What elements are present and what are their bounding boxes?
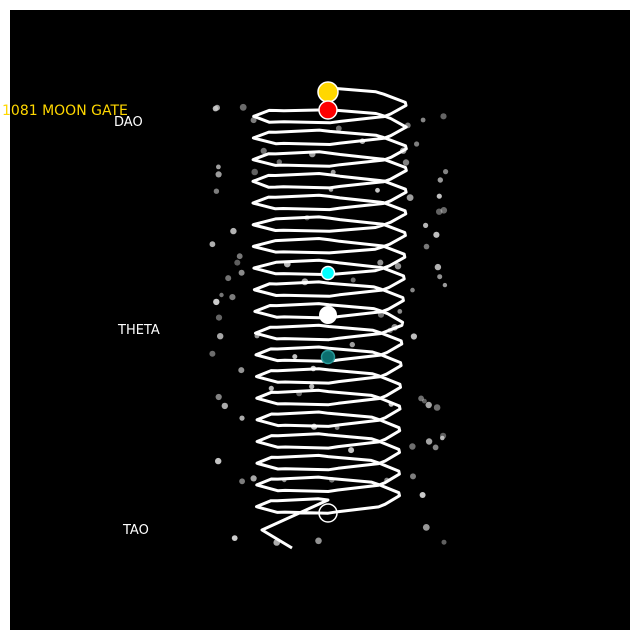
particle-dot [251,168,258,176]
particle-dot [215,393,222,401]
particle-dot [437,177,443,183]
particle-dot [214,104,221,111]
particle-dot [250,475,257,482]
particle-dot [410,287,415,293]
particle-dot [414,141,420,147]
particle-dot [292,354,298,360]
particle-dot [422,524,430,531]
particle-dot [225,275,232,282]
particle-dot [239,103,247,111]
particle-dot [425,401,432,409]
particle-dot [375,187,380,193]
particle-dot [423,243,430,250]
marker-group [317,81,339,523]
particle-dot [209,350,216,357]
particle-dot [418,395,424,402]
particle-dot [397,309,403,314]
teal-marker [320,349,336,365]
label-theta: THETA [118,323,160,338]
particle-dot [217,333,224,340]
particle-dot [239,478,246,485]
particle-dot [425,438,433,445]
particle-dot [420,117,426,123]
label-tao: TAO [123,523,149,538]
particle-dot [419,492,426,498]
particle-dot [349,341,355,348]
particle-dot [238,269,245,276]
particle-dot [276,159,282,165]
particle-dot [410,333,417,340]
particle-dot [441,539,447,545]
particle-dot [250,117,257,124]
white-marker [319,306,337,324]
hollow-marker [318,503,338,523]
label-dao: DAO [114,115,143,130]
particle-dot [215,171,222,178]
particle-dot [443,169,449,175]
particle-dot [440,207,448,214]
particle-dot [432,444,439,451]
particle-dot [315,537,322,545]
particle-dot [350,277,356,283]
particle-dot [215,314,223,321]
particle-dot [377,259,384,266]
particle-dot [234,259,241,266]
particle-dot [215,457,222,465]
particle-dot [231,535,238,541]
particle-dot [221,402,228,410]
particle-dot [409,443,416,450]
particle-dot [309,383,315,390]
particle-dot [442,282,448,288]
particle-dot [437,274,443,280]
particle-dot [230,227,237,235]
spiral-path [251,86,408,550]
particle-dot [335,125,342,132]
particle-dot [402,159,410,166]
particle-dot [216,164,221,170]
particle-dot [423,222,429,228]
particle-dot [219,292,224,298]
spiral-coil [251,86,408,550]
particle-dot [433,404,441,411]
particle-dot [440,435,445,441]
particle-dot [436,193,442,199]
particle-dot [213,188,220,194]
particle-dot [394,263,402,270]
diagram-title: 1081 MOON GATE [2,103,128,119]
cyan-marker [320,265,336,281]
particle-dot [239,415,245,421]
particle-dot [434,263,442,271]
particle-dot [238,367,245,374]
particle-dot [260,147,267,154]
particle-dot [433,231,440,238]
red-marker [318,100,338,120]
particle-dot [406,194,414,202]
particle-dot [229,294,236,301]
particle-dot [410,473,416,480]
particle-dot [268,385,274,391]
particle-dot [440,113,447,120]
particle-dot [236,253,243,260]
particle-dot [348,447,355,454]
gold-marker [317,81,339,103]
particle-dot [213,298,220,306]
particle-dot [209,241,216,248]
